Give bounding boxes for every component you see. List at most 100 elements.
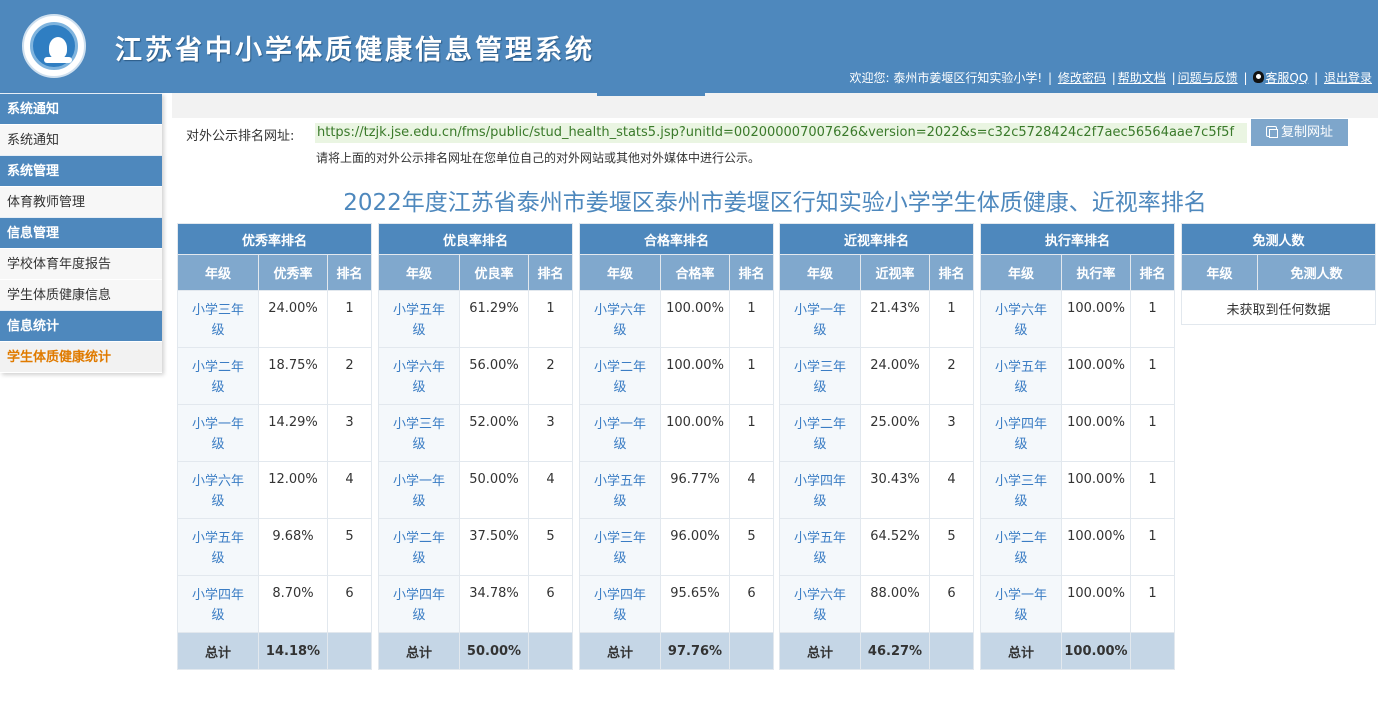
grade-link[interactable]: 小学四年级 xyxy=(793,474,846,509)
grade-link[interactable]: 小学三年级 xyxy=(392,417,445,452)
feedback-link[interactable]: 问题与反馈 xyxy=(1177,71,1238,85)
grade-link[interactable]: 小学四年级 xyxy=(994,417,1047,452)
table-row: 小学二年级 100.00% 1 xyxy=(980,518,1176,576)
grade-link[interactable]: 小学五年级 xyxy=(994,360,1047,395)
grade-link[interactable]: 小学一年级 xyxy=(593,417,646,452)
rank-cell: 2 xyxy=(326,347,373,405)
sidebar-item-student-health[interactable]: 学生体质健康信息 xyxy=(0,279,162,310)
grade-link[interactable]: 小学五年级 xyxy=(793,531,846,566)
grade-link[interactable]: 小学六年级 xyxy=(593,303,646,338)
sidebar-item-notice[interactable]: 系统通知 xyxy=(0,124,162,155)
change-password-link[interactable]: 修改密码 xyxy=(1057,71,1106,85)
grade-link[interactable]: 小学三年级 xyxy=(593,531,646,566)
rate-cell: 34.78% xyxy=(459,575,529,633)
table-row: 小学四年级 100.00% 1 xyxy=(980,404,1176,462)
rate-cell: 56.00% xyxy=(459,347,529,405)
table-row: 小学三年级 24.00% 2 xyxy=(779,347,975,405)
column-header: 排名 xyxy=(728,254,775,291)
rank-cell: 1 xyxy=(527,290,574,348)
exempt-table: 免测人数 年级 免测人数 未获取到任何数据 xyxy=(1180,223,1377,325)
grade-cell: 小学五年级 xyxy=(177,518,259,576)
grade-link[interactable]: 小学一年级 xyxy=(392,474,445,509)
qq-support-link[interactable]: 客服QQ xyxy=(1253,71,1308,85)
column-header: 排名 xyxy=(527,254,574,291)
column-header: 优良率 xyxy=(459,254,529,291)
sidebar-head-info[interactable]: 信息管理 xyxy=(0,217,162,248)
sidebar-head-system[interactable]: 系统管理 xyxy=(0,155,162,186)
total-label: 总计 xyxy=(378,632,460,670)
grade-link[interactable]: 小学六年级 xyxy=(994,303,1047,338)
grade-link[interactable]: 小学四年级 xyxy=(191,588,244,623)
sidebar-head-stats[interactable]: 信息统计 xyxy=(0,310,162,341)
total-rank xyxy=(928,632,975,670)
grade-link[interactable]: 小学三年级 xyxy=(994,474,1047,509)
rate-cell: 100.00% xyxy=(660,290,730,348)
empty-message: 未获取到任何数据 xyxy=(1180,290,1377,325)
rank-cell: 5 xyxy=(326,518,373,576)
table-row: 小学三年级 96.00% 5 xyxy=(579,518,775,576)
grade-link[interactable]: 小学六年级 xyxy=(392,360,445,395)
column-header: 年级 xyxy=(177,254,259,291)
rank-cell: 4 xyxy=(728,461,775,519)
grade-link[interactable]: 小学五年级 xyxy=(593,474,646,509)
table-title: 优良率排名 xyxy=(377,223,574,255)
logout-link[interactable]: 退出登录 xyxy=(1323,71,1372,85)
grade-cell: 小学一年级 xyxy=(177,404,259,462)
table-row: 小学六年级 56.00% 2 xyxy=(378,347,574,405)
rank-cell: 6 xyxy=(527,575,574,633)
column-header: 年级 xyxy=(378,254,460,291)
grade-link[interactable]: 小学二年级 xyxy=(793,417,846,452)
grade-cell: 小学四年级 xyxy=(579,575,661,633)
ranking-table: 合格率排名 年级 合格率 排名 小学六年级 100.00% 1 小学二年级 100.00% 1 小学… xyxy=(578,223,775,670)
grade-link[interactable]: 小学五年级 xyxy=(191,531,244,566)
public-url-field[interactable]: https://tzjk.jse.edu.cn/fms/public/stud_… xyxy=(315,123,1247,143)
rank-cell: 3 xyxy=(326,404,373,462)
grade-link[interactable]: 小学三年级 xyxy=(191,303,244,338)
ranking-table: 优秀率排名 年级 优秀率 排名 小学三年级 24.00% 1 小学二年级 18.75% 2 小学一年… xyxy=(176,223,373,670)
grade-link[interactable]: 小学二年级 xyxy=(593,360,646,395)
grade-link[interactable]: 小学二年级 xyxy=(392,531,445,566)
rate-cell: 14.29% xyxy=(258,404,328,462)
grade-link[interactable]: 小学一年级 xyxy=(191,417,244,452)
grade-link[interactable]: 小学四年级 xyxy=(392,588,445,623)
rank-cell: 6 xyxy=(728,575,775,633)
sidebar-item-health-stats[interactable]: 学生体质健康统计 xyxy=(0,341,162,372)
grade-link[interactable]: 小学四年级 xyxy=(593,588,646,623)
sidebar-item-annual-report[interactable]: 学校体育年度报告 xyxy=(0,248,162,279)
table-header-row: 年级 优秀率 排名 xyxy=(177,254,373,291)
help-docs-link[interactable]: 帮助文档 xyxy=(1117,71,1166,85)
sidebar-item-teachers[interactable]: 体育教师管理 xyxy=(0,186,162,217)
table-row: 小学六年级 12.00% 4 xyxy=(177,461,373,519)
rate-cell: 64.52% xyxy=(860,518,930,576)
grade-link[interactable]: 小学六年级 xyxy=(191,474,244,509)
grade-link[interactable]: 小学二年级 xyxy=(191,360,244,395)
table-header-row: 年级 合格率 排名 xyxy=(579,254,775,291)
rank-cell: 5 xyxy=(728,518,775,576)
column-header: 免测人数 xyxy=(1256,254,1377,291)
table-row: 小学三年级 24.00% 1 xyxy=(177,290,373,348)
rate-cell: 88.00% xyxy=(860,575,930,633)
grade-cell: 小学三年级 xyxy=(579,518,661,576)
rate-cell: 100.00% xyxy=(1061,404,1131,462)
grade-link[interactable]: 小学三年级 xyxy=(793,360,846,395)
sidebar-head-notice[interactable]: 系统通知 xyxy=(0,93,162,124)
rate-cell: 18.75% xyxy=(258,347,328,405)
grade-link[interactable]: 小学五年级 xyxy=(392,303,445,338)
rate-cell: 61.29% xyxy=(459,290,529,348)
header: 江苏省中小学体质健康信息管理系统 欢迎您: 泰州市姜堰区行知实验小学! | 修改… xyxy=(0,0,1378,93)
table-title: 合格率排名 xyxy=(578,223,775,255)
content-top-strip xyxy=(172,93,1378,118)
rate-cell: 52.00% xyxy=(459,404,529,462)
grade-link[interactable]: 小学六年级 xyxy=(793,588,846,623)
copy-url-button[interactable]: 复制网址 xyxy=(1251,119,1348,146)
grade-link[interactable]: 小学一年级 xyxy=(793,303,846,338)
total-rate: 46.27% xyxy=(860,632,930,670)
grade-cell: 小学六年级 xyxy=(980,290,1062,348)
rank-cell: 1 xyxy=(728,290,775,348)
grade-link[interactable]: 小学一年级 xyxy=(994,588,1047,623)
rate-cell: 96.77% xyxy=(660,461,730,519)
total-row: 总计 100.00% xyxy=(980,632,1176,670)
column-header: 排名 xyxy=(326,254,373,291)
grade-link[interactable]: 小学二年级 xyxy=(994,531,1047,566)
grade-cell: 小学一年级 xyxy=(980,575,1062,633)
